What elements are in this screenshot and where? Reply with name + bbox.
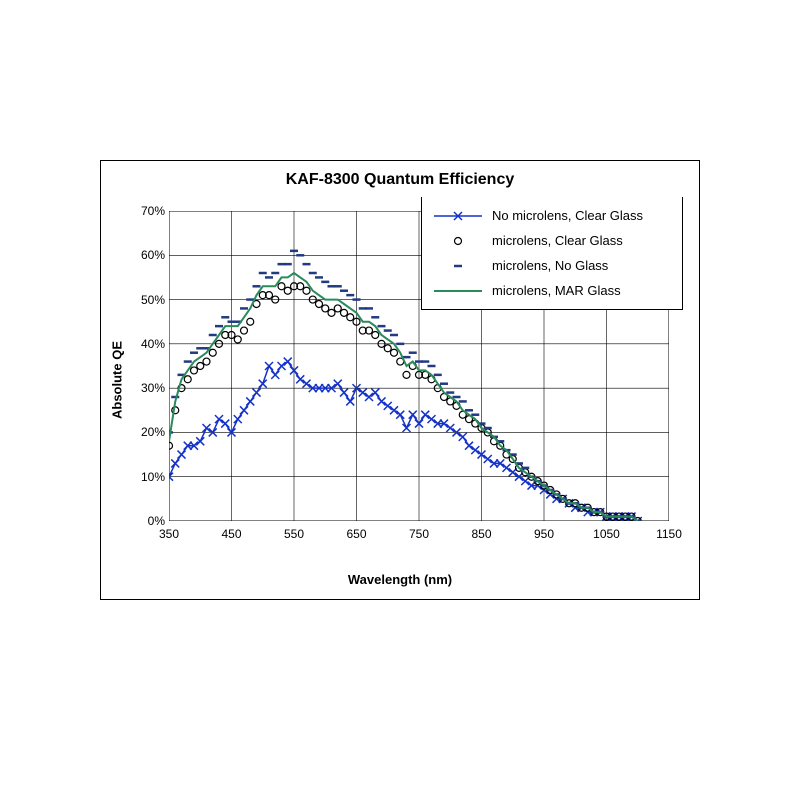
legend-item: microlens, MAR Glass [430,278,674,303]
series-microlens-mar-glass [169,273,638,521]
chart-panel: KAF-8300 Quantum Efficiency Absolute QE … [100,160,700,600]
legend-symbol [430,231,486,251]
series-microlens-clear-glass [169,283,641,521]
x-tick: 1050 [593,527,620,541]
y-tick-labels: 0%10%20%30%40%50%60%70% [129,211,169,521]
x-tick: 350 [159,527,179,541]
y-axis-label: Absolute QE [110,341,125,419]
y-tick: 60% [141,248,165,262]
y-tick: 30% [141,381,165,395]
legend-item: microlens, No Glass [430,253,674,278]
x-tick: 450 [221,527,241,541]
x-tick: 1150 [656,527,682,541]
legend-item: microlens, Clear Glass [430,228,674,253]
legend-symbol [430,206,486,226]
legend-symbol [430,281,486,301]
x-tick: 750 [409,527,429,541]
y-tick: 70% [141,204,165,218]
legend: No microlens, Clear Glass microlens, Clea… [421,197,683,310]
legend-label: microlens, MAR Glass [492,283,621,298]
x-tick: 550 [284,527,304,541]
x-tick: 950 [534,527,554,541]
legend-label: microlens, No Glass [492,258,608,273]
x-tick: 850 [471,527,491,541]
y-tick: 50% [141,293,165,307]
y-tick: 10% [141,470,165,484]
legend-item: No microlens, Clear Glass [430,203,674,228]
x-tick: 650 [346,527,366,541]
y-tick: 20% [141,425,165,439]
chart-title: KAF-8300 Quantum Efficiency [101,171,699,189]
series-no-microlens-clear-glass [169,358,642,521]
x-axis-label: Wavelength (nm) [348,572,452,587]
y-tick: 40% [141,337,165,351]
legend-label: microlens, Clear Glass [492,233,623,248]
legend-symbol [430,256,486,276]
legend-label: No microlens, Clear Glass [492,208,643,223]
y-tick: 0% [148,514,165,528]
